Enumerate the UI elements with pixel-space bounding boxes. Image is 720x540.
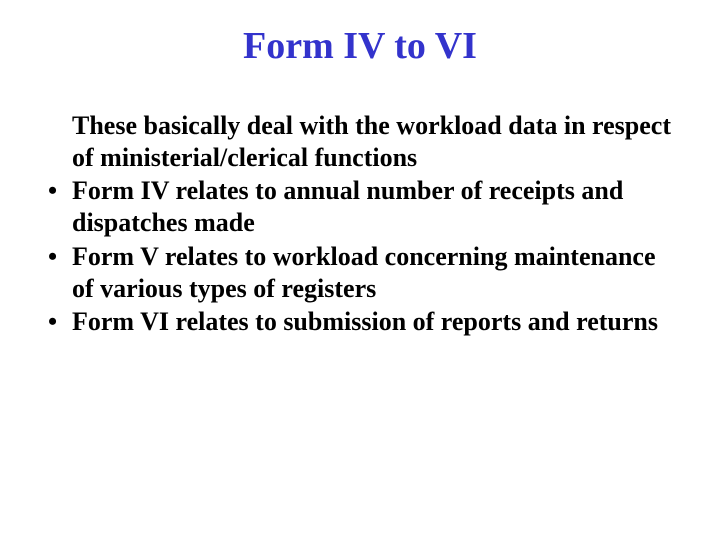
slide-container: Form IV to VI These basically deal with … bbox=[0, 0, 720, 540]
slide-title: Form IV to VI bbox=[40, 24, 680, 68]
bullet-list: Form IV relates to annual number of rece… bbox=[46, 175, 680, 338]
list-item: Form IV relates to annual number of rece… bbox=[46, 175, 680, 238]
list-item: Form V relates to workload concerning ma… bbox=[46, 241, 680, 304]
slide-body: These basically deal with the workload d… bbox=[40, 110, 680, 338]
list-item: Form VI relates to submission of reports… bbox=[46, 306, 680, 338]
intro-paragraph: These basically deal with the workload d… bbox=[72, 110, 680, 173]
